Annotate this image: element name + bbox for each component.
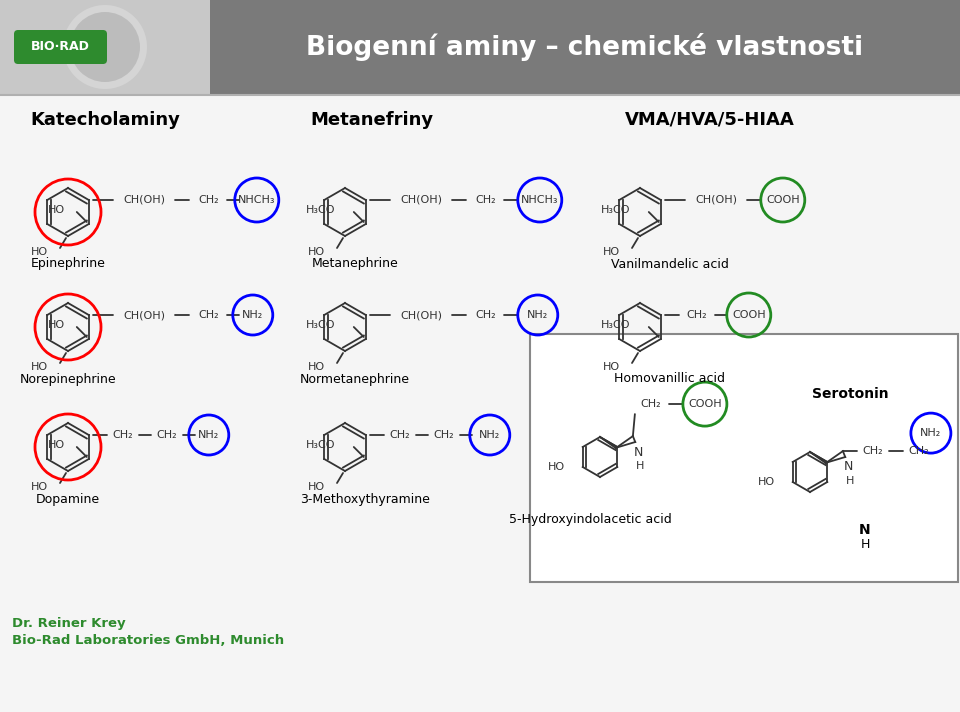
Text: HO: HO	[603, 247, 620, 257]
Text: H₃CO: H₃CO	[306, 320, 336, 330]
FancyBboxPatch shape	[530, 334, 958, 582]
Text: HO: HO	[308, 362, 325, 372]
Text: HO: HO	[308, 247, 325, 257]
Text: HO: HO	[48, 320, 64, 330]
Text: HO: HO	[48, 205, 64, 215]
Text: N: N	[859, 523, 871, 537]
Text: 5-Hydroxyindolacetic acid: 5-Hydroxyindolacetic acid	[509, 513, 671, 525]
Text: H: H	[846, 476, 854, 486]
Text: NH₂: NH₂	[198, 430, 220, 440]
Text: HO: HO	[31, 362, 48, 372]
Text: CH₂: CH₂	[475, 195, 496, 205]
Text: NH₂: NH₂	[527, 310, 548, 320]
Text: Vanilmandelic acid: Vanilmandelic acid	[612, 258, 729, 271]
Text: CH(OH): CH(OH)	[124, 195, 166, 205]
Text: Homovanillic acid: Homovanillic acid	[614, 372, 726, 385]
Text: Epinephrine: Epinephrine	[31, 258, 106, 271]
Text: CH(OH): CH(OH)	[400, 195, 443, 205]
Text: H₃CO: H₃CO	[306, 440, 336, 450]
Text: CH(OH): CH(OH)	[696, 195, 738, 205]
Text: NH₂: NH₂	[242, 310, 263, 320]
Text: HO: HO	[48, 440, 64, 450]
Text: Katecholaminy: Katecholaminy	[30, 111, 180, 129]
Text: H: H	[860, 538, 870, 550]
Text: Metanefriny: Metanefriny	[310, 111, 433, 129]
Text: Dr. Reiner Krey: Dr. Reiner Krey	[12, 617, 126, 631]
Text: H₃CO: H₃CO	[601, 205, 631, 215]
Text: CH(OH): CH(OH)	[124, 310, 166, 320]
Text: CH₂: CH₂	[199, 195, 219, 205]
Text: COOH: COOH	[766, 195, 800, 205]
Text: 3-Methoxythyramine: 3-Methoxythyramine	[300, 493, 430, 506]
Text: N: N	[844, 461, 852, 473]
FancyBboxPatch shape	[0, 0, 210, 94]
Text: Serotonin: Serotonin	[812, 387, 888, 401]
Text: NHCH₃: NHCH₃	[521, 195, 559, 205]
Text: CH₂: CH₂	[475, 310, 496, 320]
Circle shape	[70, 12, 140, 82]
Text: Dopamine: Dopamine	[36, 493, 100, 506]
Text: BIO·RAD: BIO·RAD	[31, 41, 89, 53]
Text: CH₂: CH₂	[199, 310, 219, 320]
Text: HO: HO	[31, 482, 48, 492]
Text: CH₂: CH₂	[434, 430, 454, 440]
Text: CH₂: CH₂	[908, 446, 929, 456]
Text: HO: HO	[31, 247, 48, 257]
Text: Metanephrine: Metanephrine	[312, 258, 398, 271]
Text: N: N	[634, 446, 643, 459]
Text: NH₂: NH₂	[921, 428, 942, 438]
Text: H₃CO: H₃CO	[601, 320, 631, 330]
Text: HO: HO	[603, 362, 620, 372]
Text: Normetanephrine: Normetanephrine	[300, 372, 410, 385]
Text: CH₂: CH₂	[112, 430, 133, 440]
Text: Norepinephrine: Norepinephrine	[20, 372, 116, 385]
Text: Biogenní aminy – chemické vlastnosti: Biogenní aminy – chemické vlastnosti	[306, 33, 864, 61]
Text: CH₂: CH₂	[640, 399, 661, 409]
Text: CH₂: CH₂	[863, 446, 883, 456]
Text: HO: HO	[757, 477, 775, 487]
Circle shape	[63, 5, 147, 89]
Text: NH₂: NH₂	[479, 430, 500, 440]
FancyBboxPatch shape	[14, 30, 107, 64]
Text: CH(OH): CH(OH)	[400, 310, 443, 320]
Text: H: H	[636, 461, 644, 471]
Text: HO: HO	[547, 462, 564, 472]
Text: CH₂: CH₂	[686, 310, 708, 320]
Text: CH₂: CH₂	[156, 430, 177, 440]
Text: COOH: COOH	[732, 310, 765, 320]
FancyBboxPatch shape	[210, 0, 960, 94]
Text: COOH: COOH	[688, 399, 722, 409]
Text: NHCH₃: NHCH₃	[238, 195, 276, 205]
Text: CH₂: CH₂	[390, 430, 410, 440]
Text: H₃CO: H₃CO	[306, 205, 336, 215]
Text: HO: HO	[308, 482, 325, 492]
Text: VMA/HVA/5-HIAA: VMA/HVA/5-HIAA	[625, 111, 795, 129]
Text: Bio-Rad Laboratories GmbH, Munich: Bio-Rad Laboratories GmbH, Munich	[12, 634, 284, 646]
